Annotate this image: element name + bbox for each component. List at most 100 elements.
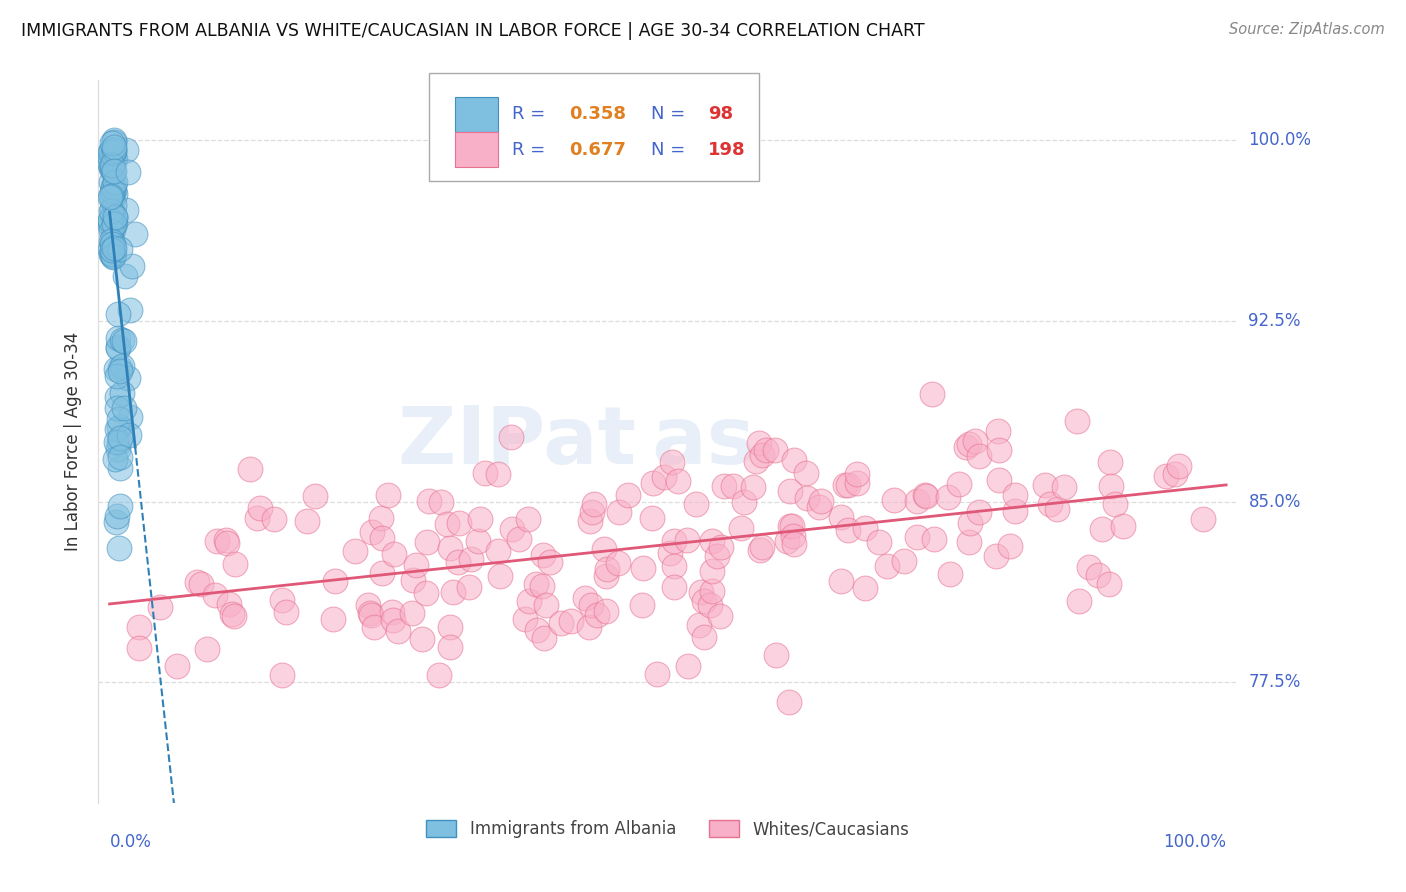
Point [128,640,150,655]
FancyBboxPatch shape [456,97,498,132]
Point [959,516,981,530]
Point [103,177,125,191]
Point [430,494,453,508]
Point [583,497,606,511]
Point [458,580,481,594]
Text: 77.5%: 77.5% [1249,673,1301,691]
Point [846,467,869,481]
Point [356,599,378,613]
Point [853,521,876,535]
Point [1168,458,1191,473]
Point [810,494,832,508]
Point [721,479,744,493]
Point [1101,479,1123,493]
Point [486,467,509,482]
Point [538,555,561,569]
Point [371,566,394,581]
Point [998,539,1021,553]
Point [108,450,131,464]
Point [118,410,141,425]
Point [411,632,433,646]
Point [100,185,122,199]
Point [690,584,713,599]
Point [108,243,131,257]
Point [118,427,141,442]
Point [581,505,603,519]
Point [948,476,970,491]
Point [807,500,830,514]
Point [699,598,721,612]
Point [114,202,136,217]
Point [120,303,142,318]
Point [360,525,382,540]
Point [957,437,980,451]
Point [103,210,125,224]
Text: 85.0%: 85.0% [1249,492,1301,511]
Point [215,535,238,549]
Point [98,157,121,171]
Text: 0.358: 0.358 [569,105,626,123]
Point [959,534,981,549]
Point [742,479,765,493]
Point [101,158,124,172]
Point [100,145,122,159]
Point [765,648,787,663]
Point [103,217,125,231]
Text: IMMIGRANTS FROM ALBANIA VS WHITE/CAUCASIAN IN LABOR FORCE | AGE 30-34 CORRELATIO: IMMIGRANTS FROM ALBANIA VS WHITE/CAUCASI… [21,22,925,40]
Point [110,499,132,513]
Point [915,489,938,503]
Point [100,144,122,158]
Point [416,534,439,549]
Point [633,561,655,575]
Point [963,434,986,448]
Point [111,385,134,400]
Point [103,151,125,165]
Point [105,401,128,416]
Point [536,599,558,613]
Point [103,241,125,255]
Point [110,431,132,445]
Point [103,235,125,250]
Point [101,186,124,200]
Point [295,514,318,528]
Point [370,510,392,524]
Point [631,598,654,612]
Point [662,558,685,573]
Point [270,668,292,682]
Point [845,475,868,490]
Point [101,212,124,227]
Point [107,341,129,355]
Text: 92.5%: 92.5% [1249,312,1301,330]
Point [100,175,122,189]
Point [101,202,124,216]
Point [98,213,121,227]
Point [664,533,686,548]
Point [678,659,700,673]
Point [101,237,124,252]
Point [1053,480,1076,494]
Point [103,197,125,211]
Text: 0.677: 0.677 [569,141,626,159]
Point [107,340,129,354]
Point [222,609,245,624]
Point [782,453,804,467]
Point [439,541,461,555]
Point [105,509,128,524]
Point [190,576,212,591]
Point [103,183,125,197]
FancyBboxPatch shape [456,132,498,167]
Point [117,165,139,179]
Point [101,180,124,194]
Text: 100.0%: 100.0% [1249,131,1312,150]
Point [114,143,136,157]
Point [322,612,344,626]
Point [101,246,124,260]
Point [1156,469,1178,483]
Point [1004,488,1026,502]
Point [418,494,440,508]
Point [149,600,172,615]
Point [751,540,773,554]
Point [224,557,246,571]
Point [783,537,806,551]
Point [108,420,131,434]
